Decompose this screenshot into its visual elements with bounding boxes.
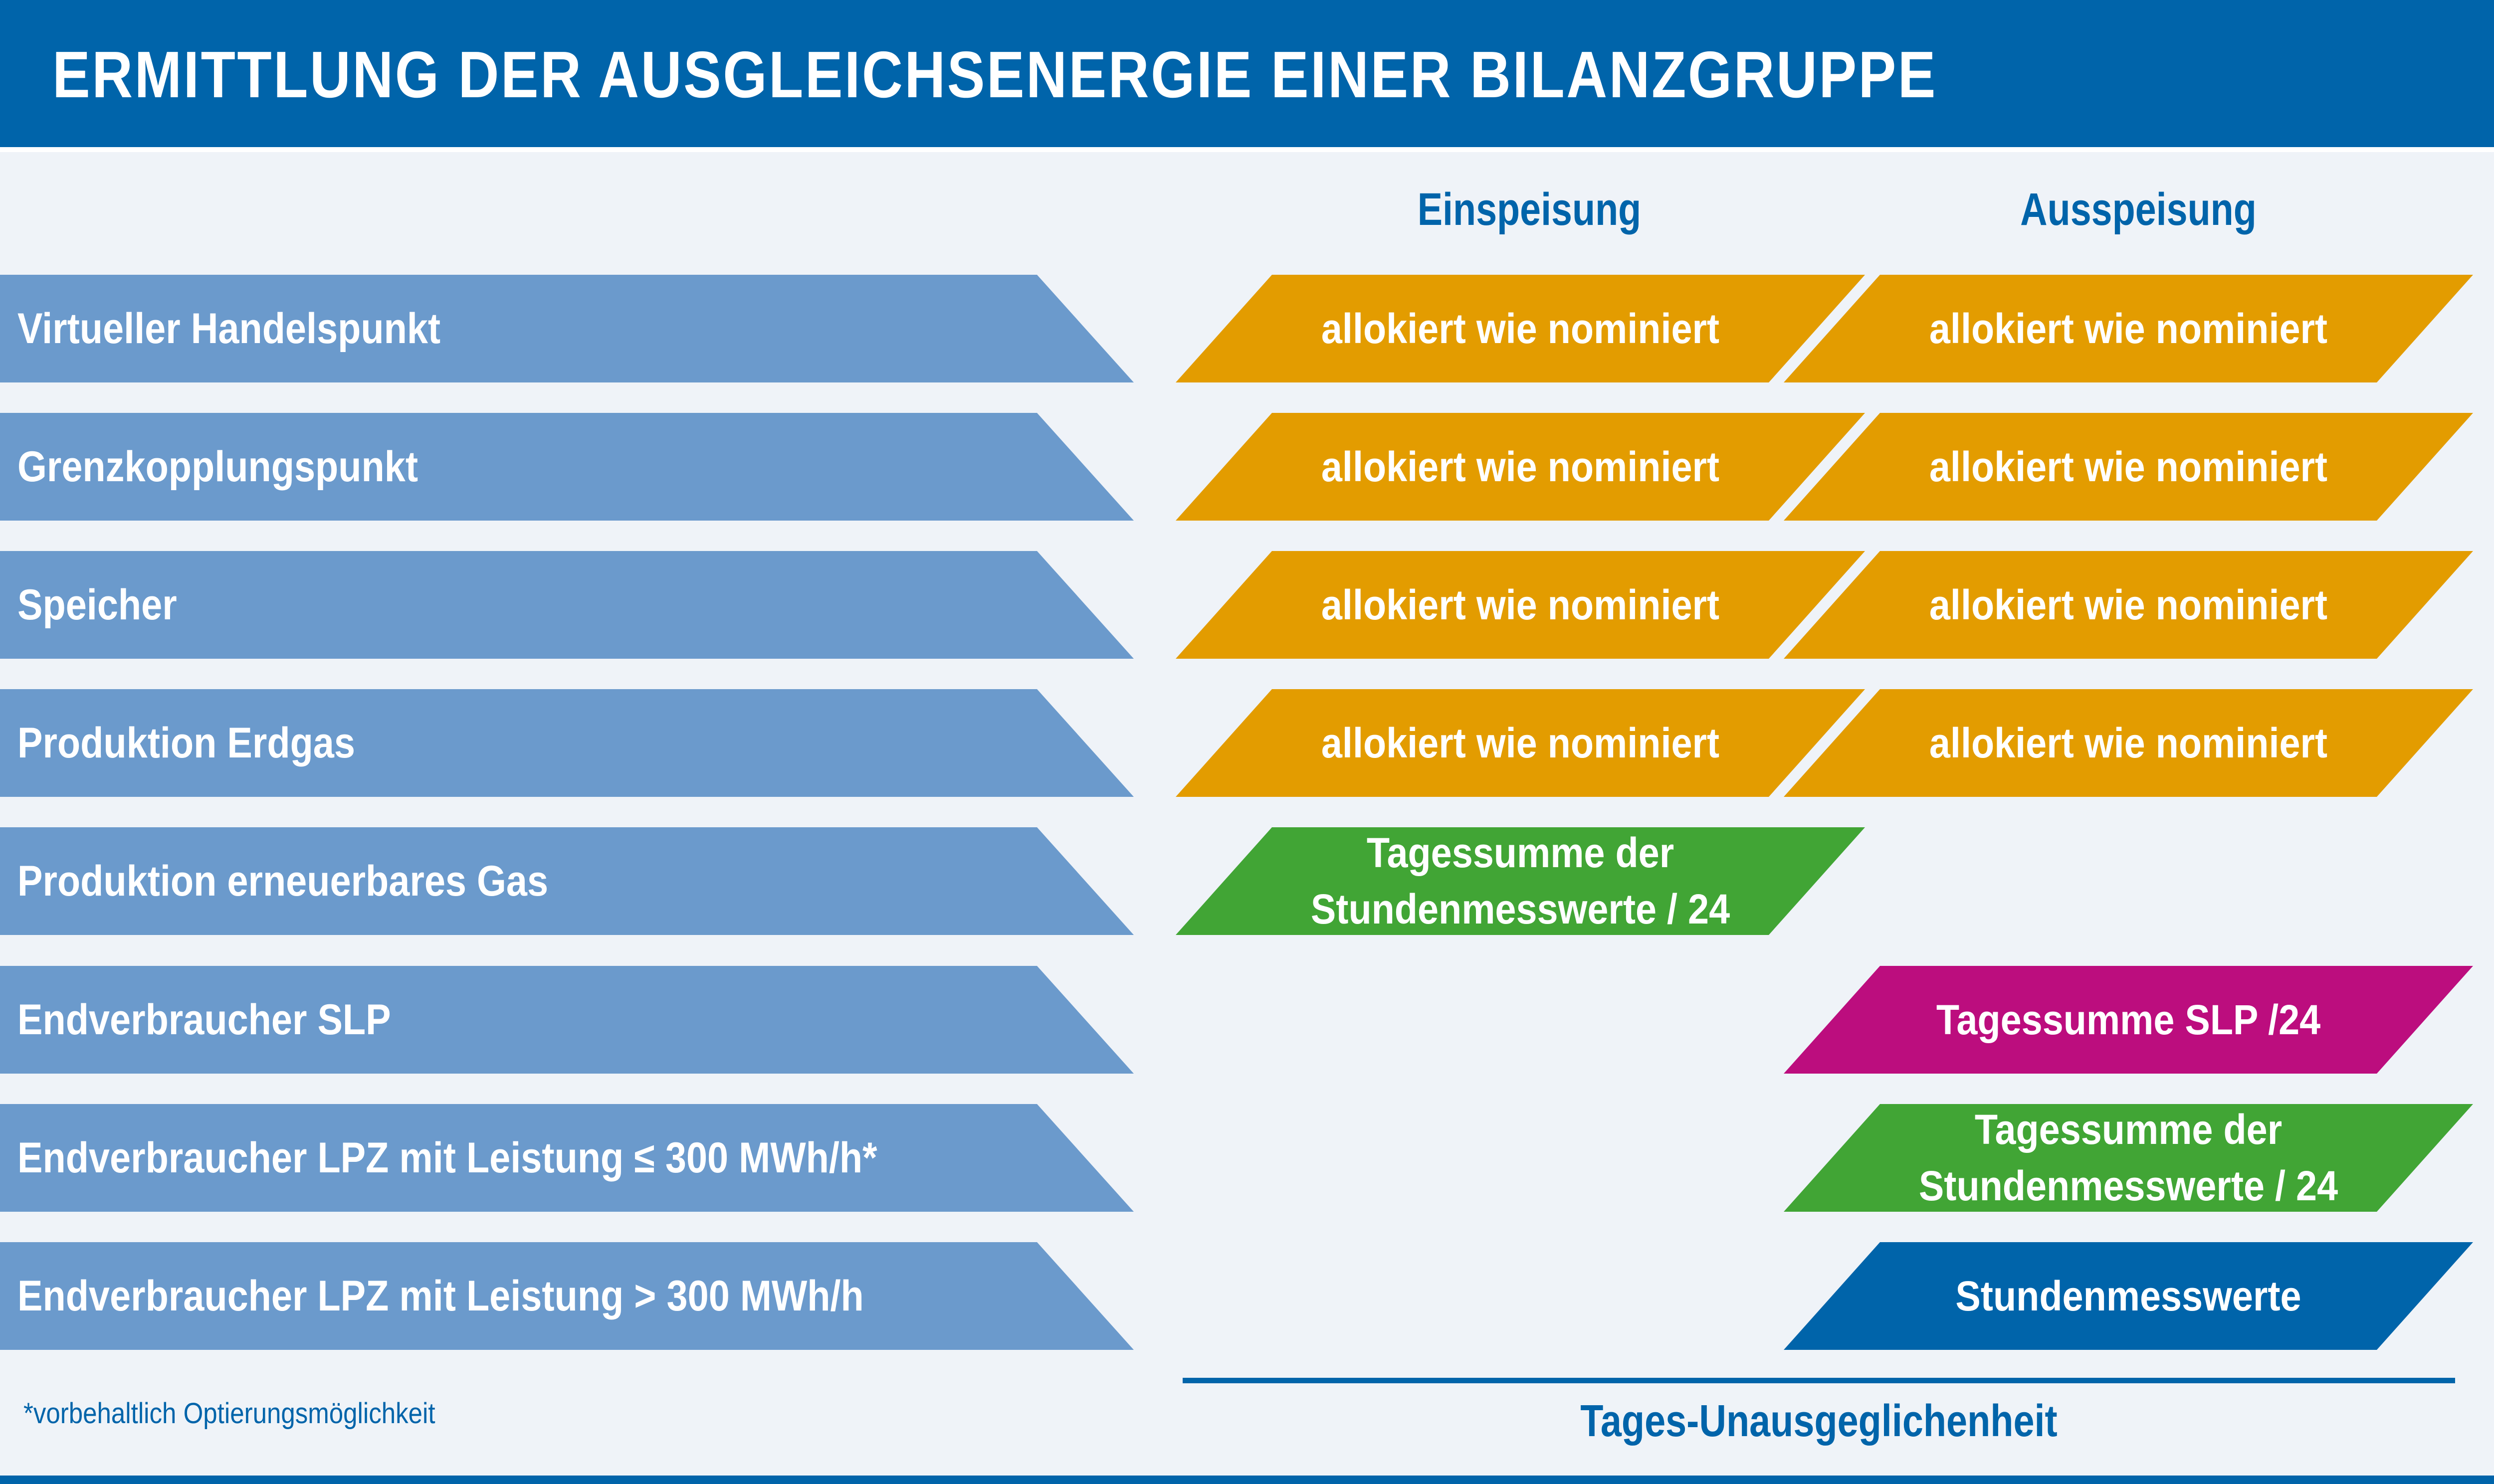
- cell-einspeisung-text: allokiert wie nominiert: [1321, 305, 1720, 352]
- cell-ausspeisung-text: Tagessumme SLP /24: [1936, 996, 2321, 1043]
- column-header-einspeisung: Einspeisung: [1417, 184, 1642, 235]
- ribbon-shape: [0, 827, 1134, 935]
- parallelogram-shape: [1784, 413, 2473, 521]
- cell-einspeisung: allokiert wie nominiert: [1176, 689, 1865, 797]
- ribbon-shape: [0, 966, 1134, 1074]
- cell-ausspeisung: Stundenmesswerte: [1784, 1242, 2473, 1350]
- ribbon-shape: [0, 1104, 1134, 1212]
- cell-ausspeisung: Tagessumme SLP /24: [1784, 966, 2473, 1074]
- cell-ausspeisung-text: allokiert wie nominiert: [1929, 443, 2328, 490]
- ribbon-shape: [0, 413, 1134, 521]
- bottom-bar: [0, 1476, 2494, 1484]
- row-label: Endverbraucher LPZ mit Leistung > 300 MW…: [17, 1272, 864, 1320]
- row-label: Produktion erneuerbares Gas: [17, 857, 549, 905]
- parallelogram-shape: [1784, 275, 2473, 382]
- cell-einspeisung-text: Tagessumme der Stundenmesswerte / 24: [1310, 829, 1730, 932]
- cell-ausspeisung-text: allokiert wie nominiert: [1929, 581, 2328, 628]
- banner-separator: [0, 147, 2494, 152]
- row-label-ribbon: Endverbraucher SLP: [0, 966, 1134, 1074]
- title-banner: [0, 0, 2494, 147]
- cell-einspeisung-text: allokiert wie nominiert: [1321, 719, 1720, 766]
- row-label-ribbon: Endverbraucher LPZ mit Leistung > 300 MW…: [0, 1242, 1134, 1350]
- row-label: Endverbraucher LPZ mit Leistung ≤ 300 MW…: [17, 1134, 877, 1182]
- parallelogram-shape: [1784, 1104, 2473, 1212]
- cell-ausspeisung-text: Stundenmesswerte: [1955, 1272, 2301, 1319]
- cell-einspeisung: allokiert wie nominiert: [1176, 275, 1865, 382]
- cell-ausspeisung: allokiert wie nominiert: [1784, 413, 2473, 521]
- parallelogram-shape: [1784, 689, 2473, 797]
- row-label: Endverbraucher SLP: [17, 996, 391, 1044]
- row-label-ribbon: Produktion Erdgas: [0, 689, 1134, 797]
- ribbon-shape: [0, 1242, 1134, 1350]
- cell-einspeisung: allokiert wie nominiert: [1176, 551, 1865, 659]
- parallelogram-shape: [1784, 966, 2473, 1074]
- row-label-ribbon: Speicher: [0, 551, 1134, 659]
- parallelogram-shape: [1784, 1242, 2473, 1350]
- cell-ausspeisung: allokiert wie nominiert: [1784, 275, 2473, 382]
- row-label-ribbon: Endverbraucher LPZ mit Leistung ≤ 300 MW…: [0, 1104, 1134, 1212]
- parallelogram-shape: [1176, 413, 1865, 521]
- row-label-ribbon: Virtueller Handelspunkt: [0, 275, 1134, 382]
- summary-divider: [1183, 1378, 2455, 1383]
- ribbon-shape: [0, 551, 1134, 659]
- page-title: ERMITTLUNG DER AUSGLEICHSENERGIE EINER B…: [52, 38, 1937, 111]
- parallelogram-shape: [1176, 275, 1865, 382]
- cell-einspeisung: Tagessumme der Stundenmesswerte / 24: [1176, 827, 1865, 935]
- cell-ausspeisung-text: allokiert wie nominiert: [1929, 305, 2328, 352]
- cell-ausspeisung: allokiert wie nominiert: [1784, 689, 2473, 797]
- cell-ausspeisung: allokiert wie nominiert: [1784, 551, 2473, 659]
- parallelogram-shape: [1784, 551, 2473, 659]
- row-label: Speicher: [17, 581, 177, 629]
- row-label-ribbon: Produktion erneuerbares Gas: [0, 827, 1134, 935]
- column-header-ausspeisung: Ausspeisung: [2020, 184, 2257, 235]
- cell-einspeisung: allokiert wie nominiert: [1176, 413, 1865, 521]
- cell-ausspeisung: Tagessumme der Stundenmesswerte / 24: [1784, 1104, 2473, 1212]
- cell-ausspeisung-text: Tagessumme der Stundenmesswerte / 24: [1918, 1106, 2338, 1209]
- parallelogram-shape: [1176, 689, 1865, 797]
- cell-einspeisung-text: allokiert wie nominiert: [1321, 581, 1720, 628]
- summary-label: Tages-Unausgeglichenheit: [1580, 1396, 2058, 1446]
- footnote: *vorbehaltlich Optierungsmöglichkeit: [23, 1397, 435, 1430]
- row-label: Grenzkopplungspunkt: [17, 443, 418, 491]
- parallelogram-shape: [1176, 551, 1865, 659]
- ribbon-shape: [0, 689, 1134, 797]
- cell-einspeisung-text: allokiert wie nominiert: [1321, 443, 1720, 490]
- ribbon-shape: [0, 275, 1134, 382]
- row-label-ribbon: Grenzkopplungspunkt: [0, 413, 1134, 521]
- row-label: Virtueller Handelspunkt: [17, 305, 441, 353]
- cell-ausspeisung-text: allokiert wie nominiert: [1929, 719, 2328, 766]
- parallelogram-shape: [1176, 827, 1865, 935]
- row-label: Produktion Erdgas: [17, 719, 355, 767]
